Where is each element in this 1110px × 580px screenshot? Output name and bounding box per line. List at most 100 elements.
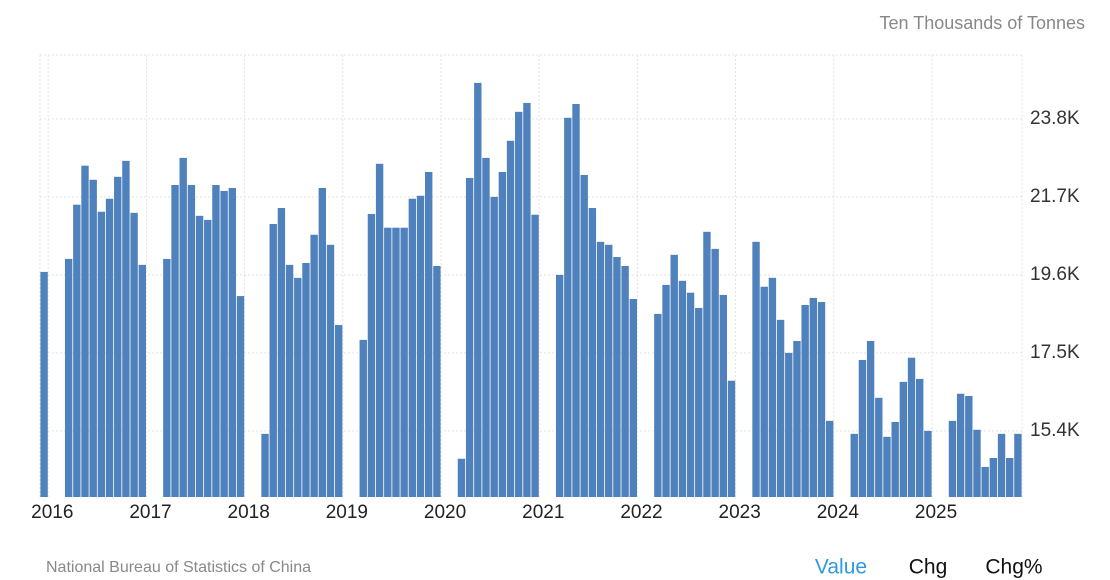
bar	[220, 190, 228, 497]
bar	[588, 208, 597, 497]
bar	[416, 195, 425, 497]
bar	[605, 244, 613, 497]
tab-chg[interactable]: Chg	[909, 556, 948, 579]
bar	[776, 319, 785, 497]
bar	[695, 307, 703, 497]
bar	[924, 430, 932, 497]
bar	[408, 198, 417, 497]
bar	[899, 381, 908, 497]
bar	[956, 393, 965, 497]
bar	[662, 284, 670, 497]
y-tick-label: 19.6K	[1030, 264, 1080, 285]
bar	[400, 227, 408, 497]
x-tick-label: 2017	[129, 502, 171, 523]
bar	[670, 254, 678, 497]
bar	[130, 212, 138, 497]
x-tick-label: 2023	[719, 502, 761, 523]
bar	[277, 208, 286, 497]
bar	[64, 258, 73, 497]
bar	[948, 420, 957, 497]
bar	[114, 176, 122, 498]
x-tick-label: 2019	[326, 502, 368, 523]
bar	[711, 248, 719, 497]
bar	[613, 257, 621, 497]
bar	[875, 397, 883, 497]
tab-value[interactable]: Value	[815, 556, 867, 579]
unit-label: Ten Thousands of Tonnes	[880, 13, 1086, 33]
bar	[891, 421, 899, 497]
bar	[97, 211, 106, 497]
x-tick-label: 2020	[424, 502, 466, 523]
x-tick-label: 2018	[228, 502, 270, 523]
bar	[171, 185, 179, 497]
bar	[384, 227, 392, 497]
bar	[204, 219, 212, 497]
bar	[40, 271, 48, 497]
bar	[801, 304, 809, 497]
y-tick-label: 15.4K	[1030, 420, 1080, 441]
bar	[916, 378, 924, 497]
bar	[531, 214, 539, 497]
x-tick-label: 2021	[522, 502, 564, 523]
bar	[474, 82, 482, 497]
bar	[163, 258, 171, 497]
y-tick-label: 17.5K	[1030, 342, 1080, 363]
bar	[523, 102, 531, 498]
x-tick-label: 2025	[915, 502, 957, 523]
bar	[506, 140, 515, 498]
bar	[187, 185, 196, 497]
bar	[817, 302, 826, 497]
bar	[564, 117, 572, 498]
bar	[965, 395, 973, 497]
bar	[367, 213, 376, 497]
bar	[294, 277, 302, 497]
bar	[572, 104, 580, 498]
tab-chg-pct[interactable]: Chg%	[985, 556, 1042, 579]
bar	[555, 274, 564, 497]
bar	[89, 179, 97, 498]
bar	[1006, 458, 1014, 497]
bar	[907, 357, 916, 497]
bar	[195, 215, 204, 498]
bar	[883, 436, 891, 497]
bar	[490, 196, 498, 497]
bar	[81, 165, 89, 497]
bar	[310, 234, 318, 497]
bar	[997, 433, 1006, 497]
bar	[261, 433, 269, 497]
bar	[465, 177, 474, 497]
bar	[785, 352, 793, 497]
bar	[621, 265, 629, 497]
bar	[768, 277, 777, 497]
bar	[727, 380, 736, 497]
bar	[457, 458, 466, 497]
bar	[212, 185, 220, 497]
bar	[433, 265, 441, 497]
bar	[425, 172, 433, 497]
bar	[285, 264, 294, 497]
bar	[973, 429, 981, 497]
bar	[392, 227, 400, 497]
bar	[326, 244, 335, 497]
bar	[105, 198, 114, 497]
bar	[654, 313, 662, 497]
bar	[826, 420, 834, 497]
bar	[719, 294, 727, 497]
bar	[703, 231, 711, 498]
bar	[73, 204, 81, 497]
bar	[1014, 433, 1022, 497]
bar	[179, 157, 187, 497]
bar	[850, 433, 858, 497]
bar	[760, 286, 768, 497]
bar	[482, 157, 490, 497]
bar	[580, 174, 588, 497]
bar	[236, 296, 245, 497]
bar	[335, 325, 343, 497]
bar	[375, 163, 384, 498]
bar	[858, 359, 867, 497]
source: National Bureau of Statistics of China	[46, 559, 311, 576]
bar	[989, 458, 998, 497]
bar	[318, 187, 327, 497]
bar	[793, 341, 801, 497]
